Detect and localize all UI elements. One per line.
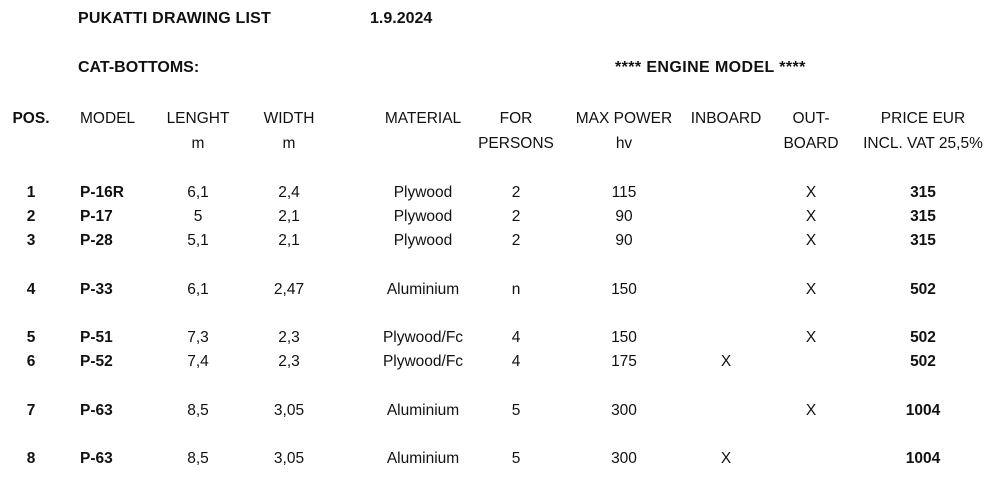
cell-length: 8,5	[187, 402, 209, 419]
column-header-max-power: MAX POWER	[575, 110, 673, 127]
column-header-pos: POS.	[12, 110, 50, 127]
cell-material: Aluminium	[386, 402, 460, 419]
cell-width: 3,05	[273, 450, 305, 467]
cell-power: 115	[611, 184, 637, 201]
cell-outboard-mark: X	[805, 232, 817, 249]
cell-outboard-mark: X	[805, 208, 817, 225]
cell-material: Plywood	[393, 208, 453, 225]
cell-width: 2,1	[278, 208, 300, 225]
cell-persons: 2	[511, 208, 521, 225]
cell-price: 502	[910, 281, 936, 298]
column-header-power-unit: hv	[615, 135, 633, 152]
cell-width: 2,1	[278, 232, 300, 249]
cell-power: 300	[611, 450, 637, 467]
cell-pos: 4	[26, 281, 36, 298]
cell-model: P-51	[80, 329, 113, 346]
cell-pos: 3	[26, 232, 36, 249]
cell-price: 502	[910, 329, 936, 346]
cell-material: Plywood	[393, 184, 453, 201]
column-header-outboard: OUT-	[792, 110, 830, 127]
cell-inboard-mark: X	[720, 450, 732, 467]
cell-length: 7,4	[187, 353, 209, 370]
cell-persons: 2	[511, 232, 521, 249]
column-header-price: PRICE EUR	[880, 110, 966, 127]
cell-pos: 2	[26, 208, 36, 225]
cell-outboard-mark: X	[805, 184, 817, 201]
cell-power: 90	[615, 208, 633, 225]
cell-persons: 2	[511, 184, 521, 201]
cell-pos: 8	[26, 450, 36, 467]
column-header-width: WIDTH	[263, 110, 315, 127]
cell-price: 502	[910, 353, 936, 370]
cell-material: Plywood	[393, 232, 453, 249]
cell-inboard-mark: X	[720, 353, 732, 370]
cell-length: 6,1	[187, 281, 209, 298]
cell-model: P-52	[80, 353, 113, 370]
cell-length: 6,1	[187, 184, 209, 201]
column-header-outboard-line2: BOARD	[783, 135, 839, 152]
cell-price: 1004	[905, 450, 941, 467]
column-header-persons: FOR	[499, 110, 533, 127]
cell-model: P-63	[80, 402, 113, 419]
column-header-model: MODEL	[80, 110, 136, 127]
cell-material: Plywood/Fc	[382, 329, 464, 346]
column-header-persons-line2: PERSONS	[478, 135, 554, 152]
cell-power: 300	[611, 402, 637, 419]
cell-power: 150	[611, 329, 637, 346]
cell-model: P-33	[80, 281, 113, 298]
cell-pos: 1	[26, 184, 36, 201]
column-header-inboard: INBOARD	[690, 110, 762, 127]
cell-width: 2,4	[278, 184, 300, 201]
cell-length: 5,1	[187, 232, 209, 249]
cell-pos: 6	[26, 353, 36, 370]
cell-material: Aluminium	[386, 450, 460, 467]
cell-outboard-mark: X	[805, 402, 817, 419]
cell-material: Aluminium	[386, 281, 460, 298]
column-header-length: LENGHT	[166, 110, 230, 127]
cell-power: 90	[615, 232, 633, 249]
cell-outboard-mark: X	[805, 329, 817, 346]
cell-model: P-16R	[80, 184, 124, 201]
cell-price: 1004	[905, 402, 941, 419]
cell-price: 315	[910, 184, 936, 201]
column-header-material: MATERIAL	[384, 110, 462, 127]
cell-outboard-mark: X	[805, 281, 817, 298]
cell-persons: 4	[511, 329, 521, 346]
cell-price: 315	[910, 232, 936, 249]
document-date: 1.9.2024	[370, 10, 433, 27]
cell-length: 8,5	[187, 450, 209, 467]
cell-price: 315	[910, 208, 936, 225]
cell-persons: 4	[511, 353, 521, 370]
cell-model: P-63	[80, 450, 113, 467]
cell-width: 3,05	[273, 402, 305, 419]
column-header-length-unit: m	[191, 135, 205, 152]
cell-width: 2,3	[278, 353, 300, 370]
cell-persons: 5	[511, 402, 521, 419]
cell-width: 2,47	[273, 281, 305, 298]
cell-power: 150	[611, 281, 637, 298]
cell-pos: 7	[26, 402, 36, 419]
cell-model: P-17	[80, 208, 113, 225]
column-header-price-line2: INCL. VAT 25,5%	[863, 135, 983, 152]
cell-model: P-28	[80, 232, 113, 249]
cell-persons: n	[511, 281, 521, 298]
cell-material: Plywood/Fc	[382, 353, 464, 370]
cell-length: 7,3	[187, 329, 209, 346]
cell-pos: 5	[26, 329, 36, 346]
engine-model-banner: **** ENGINE MODEL ****	[615, 59, 806, 76]
cell-width: 2,3	[278, 329, 300, 346]
cell-power: 175	[611, 353, 637, 370]
cell-length: 5	[193, 208, 203, 225]
section-title-cat-bottoms: CAT-BOTTOMS:	[78, 59, 200, 76]
document-title: PUKATTI DRAWING LIST	[78, 10, 272, 27]
cell-persons: 5	[511, 450, 521, 467]
column-header-width-unit: m	[282, 135, 296, 152]
